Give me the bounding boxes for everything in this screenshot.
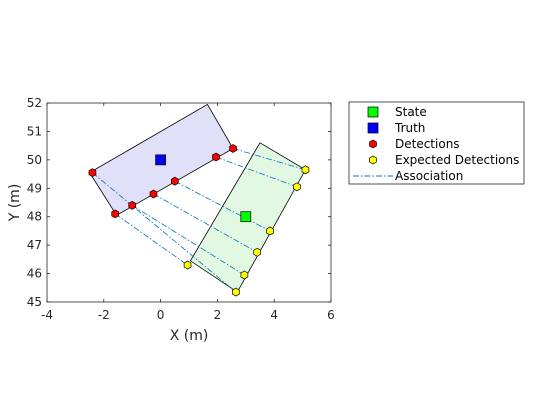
- x-axis-label: X (m): [170, 328, 209, 344]
- x-tick-label: 6: [327, 308, 335, 322]
- detection-point: [111, 209, 119, 219]
- expected-detection-point: [293, 182, 301, 192]
- y-axis-label: Y (m): [7, 184, 23, 223]
- detection-point: [170, 176, 179, 186]
- legend-label: Association: [395, 169, 463, 183]
- y-tick-label: 52: [27, 96, 42, 110]
- detection-point: [229, 144, 237, 153]
- detection-point: [128, 200, 137, 210]
- expected-detection-point: [232, 287, 240, 297]
- association-line: [114, 213, 188, 266]
- detection-point: [212, 152, 220, 162]
- y-tick-label: 48: [27, 210, 42, 224]
- legend-marker: [367, 122, 379, 134]
- association-line: [174, 180, 271, 232]
- legend-marker: [367, 106, 379, 118]
- detection-point: [88, 168, 97, 178]
- x-tick-label: 0: [157, 308, 165, 322]
- plot-area: [88, 103, 310, 297]
- association-line: [153, 193, 258, 253]
- expected-detection-point: [183, 260, 192, 270]
- y-tick-label: 50: [27, 153, 42, 167]
- association-line: [92, 172, 237, 293]
- legend-label: Expected Detections: [395, 153, 519, 167]
- expected-detection-point: [253, 247, 261, 257]
- expected-detection-point: [240, 270, 249, 280]
- axes-box: [46, 102, 332, 303]
- detection-point: [149, 189, 158, 199]
- y-tick-label: 45: [27, 295, 42, 309]
- x-tick-label: -4: [41, 308, 53, 322]
- y-tick-label: 51: [27, 124, 42, 138]
- legend-marker: [369, 139, 377, 149]
- association-line: [131, 205, 245, 276]
- truth-marker: [155, 154, 166, 166]
- legend-marker: [369, 155, 377, 165]
- y-tick-label: 46: [27, 267, 42, 281]
- legend-label: Detections: [395, 137, 460, 151]
- y-tick-label: 47: [27, 238, 42, 252]
- association-line: [215, 156, 298, 188]
- association-line: [232, 148, 306, 171]
- x-tick-label: -2: [98, 308, 110, 322]
- legend-label: Truth: [394, 121, 425, 135]
- expected-detection-point: [266, 226, 274, 236]
- state-marker: [240, 211, 252, 223]
- x-tick-label: 2: [214, 308, 222, 322]
- legend: State Truth Detections Expected Detections A…: [348, 101, 525, 185]
- expected-detection-point: [301, 165, 310, 175]
- legend-label: State: [395, 105, 427, 119]
- y-tick-label: 49: [27, 181, 42, 195]
- x-tick-label: 4: [270, 308, 278, 322]
